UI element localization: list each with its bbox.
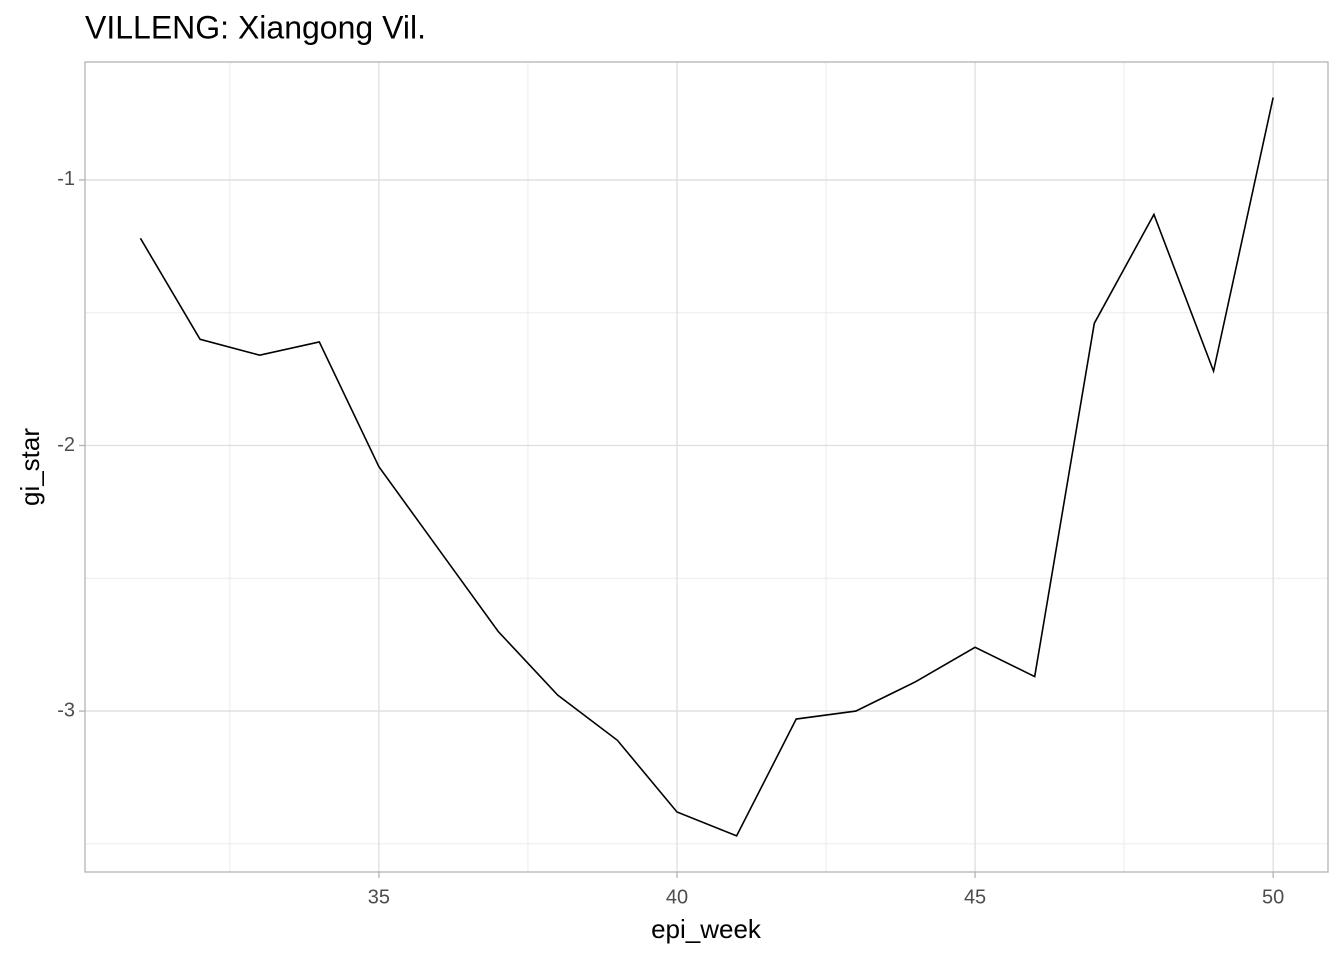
x-tick-label: 40 <box>666 886 688 908</box>
x-axis-label: epi_week <box>651 914 762 944</box>
line <box>139 97 1274 837</box>
y-tick-label: -3 <box>57 699 75 721</box>
y-tick-label: -1 <box>57 168 75 190</box>
y-tick-label: -2 <box>57 434 75 456</box>
x-tick-label: 45 <box>964 886 986 908</box>
panel-border <box>84 61 1329 873</box>
x-tick-label: 35 <box>368 886 390 908</box>
y-axis-label: gi_star <box>15 428 45 506</box>
chart-title: VILLENG: Xiangong Vil. <box>85 9 426 45</box>
x-tick-label: 50 <box>1262 886 1284 908</box>
